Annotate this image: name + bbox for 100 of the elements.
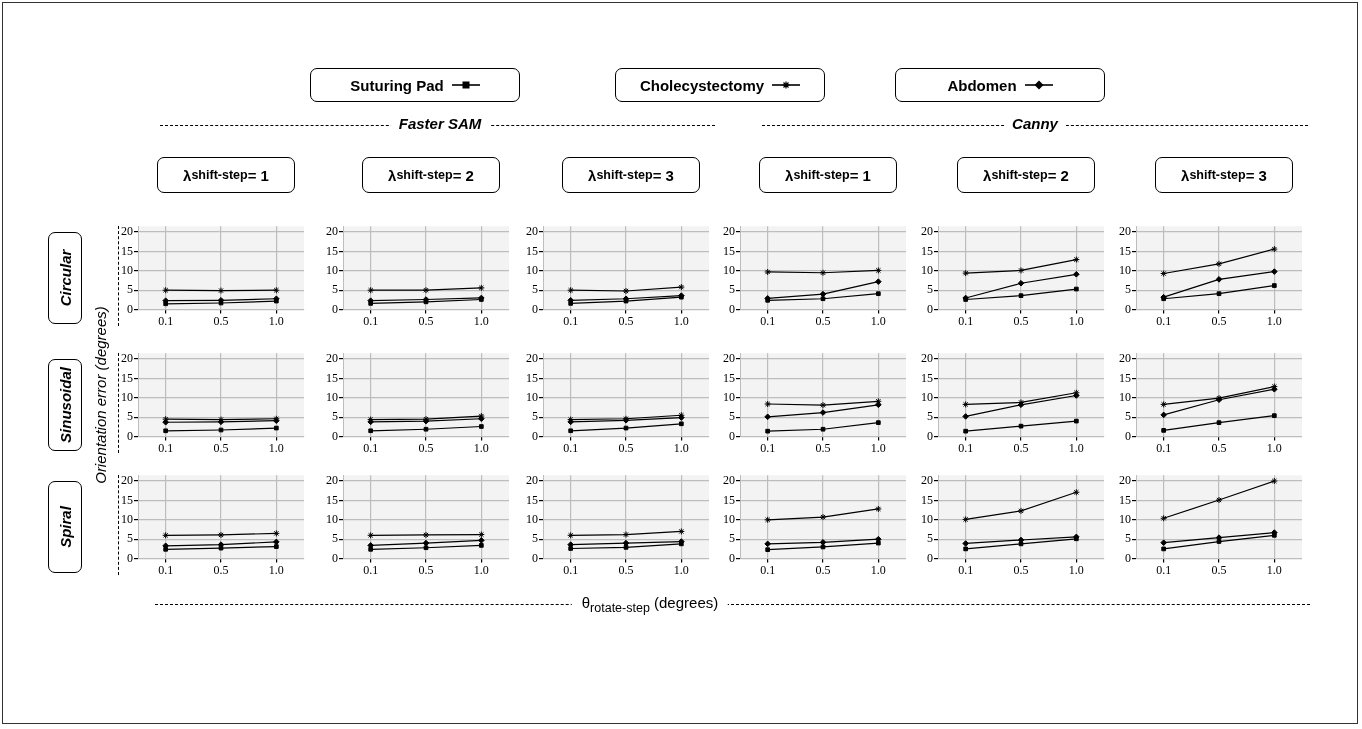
y-tick-label: 10 — [723, 262, 735, 277]
y-tick-label: 15 — [1119, 492, 1131, 507]
y-tick-label: 15 — [723, 370, 735, 385]
y-tick-label: 10 — [526, 511, 538, 526]
y-tick-label: 10 — [921, 389, 933, 404]
x-tick-label: 0.5 — [1013, 562, 1029, 577]
y-tick-label: 15 — [121, 492, 133, 507]
y-tick-label: 0 — [127, 550, 133, 565]
y-tick-label: 0 — [1125, 550, 1131, 565]
y-tick-label: 10 — [326, 389, 338, 404]
y-tick-label: 20 — [121, 473, 133, 488]
y-tick-label: 20 — [526, 224, 538, 239]
x-tick-label: 1.0 — [1068, 313, 1084, 328]
y-tick-label: 20 — [526, 351, 538, 366]
y-tick-label: 15 — [921, 370, 933, 385]
y-tick-label: 0 — [729, 428, 735, 443]
y-axis-title: Orientation error (degrees) — [91, 302, 109, 488]
x-tick-label: 0.1 — [563, 313, 579, 328]
x-tick-label: 0.1 — [563, 562, 579, 577]
x-tick-label: 1.0 — [268, 562, 284, 577]
y-tick-label: 10 — [326, 511, 338, 526]
y-tick-label: 20 — [121, 224, 133, 239]
y-tick-label: 10 — [1119, 511, 1131, 526]
y-tick-label: 5 — [927, 282, 933, 297]
y-tick-label: 15 — [121, 243, 133, 258]
x-tick-label: 0.5 — [418, 562, 434, 577]
y-tick-label: 5 — [927, 531, 933, 546]
x-tick-label: 0.1 — [958, 440, 974, 455]
y-tick-label: 20 — [121, 351, 133, 366]
y-tick-label: 15 — [121, 370, 133, 385]
y-tick-label: 15 — [723, 243, 735, 258]
y-tick-label: 15 — [921, 492, 933, 507]
x-tick-label: 1.0 — [870, 440, 886, 455]
x-tick-label: 1.0 — [1266, 440, 1282, 455]
y-tick-label: 5 — [1125, 409, 1131, 424]
chart-subtitle: Canny — [1004, 115, 1066, 132]
x-tick-label: 1.0 — [1266, 313, 1282, 328]
x-tick-label: 1.0 — [870, 313, 886, 328]
y-tick-label: 0 — [927, 301, 933, 316]
y-tick-label: 15 — [723, 492, 735, 507]
y-tick-label: 15 — [326, 492, 338, 507]
x-tick-label: 1.0 — [673, 562, 689, 577]
text: Sinusoidal — [56, 367, 74, 443]
x-tick-label: 0.1 — [760, 562, 776, 577]
y-tick-label: 20 — [326, 473, 338, 488]
y-tick-label: 5 — [729, 282, 735, 297]
y-tick-label: 0 — [127, 301, 133, 316]
y-tick-label: 10 — [1119, 262, 1131, 277]
y-tick-label: 15 — [1119, 370, 1131, 385]
x-tick-label: 0.5 — [815, 562, 831, 577]
x-tick-label: 0.5 — [1211, 562, 1227, 577]
y-tick-label: 5 — [127, 409, 133, 424]
x-axis-title: θ$_{rotate-step}$ (degrees) — [571, 594, 729, 615]
y-tick-label: 5 — [729, 409, 735, 424]
y-tick-label: 5 — [1125, 282, 1131, 297]
y-tick-label: 15 — [326, 370, 338, 385]
x-tick-label: 0.5 — [618, 562, 634, 577]
y-tick-label: 0 — [532, 428, 538, 443]
x-tick-label: 0.5 — [213, 562, 229, 577]
x-tick-label: 0.5 — [418, 313, 434, 328]
y-tick-label: 10 — [921, 511, 933, 526]
x-tick-label: 0.1 — [158, 313, 174, 328]
x-tick-label: 0.5 — [815, 313, 831, 328]
y-tick-label: 20 — [1119, 473, 1131, 488]
x-tick-label: 1.0 — [473, 313, 489, 328]
y-tick-label: 5 — [332, 409, 338, 424]
y-tick-label: 20 — [921, 224, 933, 239]
y-tick-label: 0 — [729, 301, 735, 316]
legend-label: Abdomen — [947, 76, 1017, 94]
y-tick-label: 20 — [1119, 224, 1131, 239]
y-tick-label: 10 — [526, 262, 538, 277]
x-tick-label: 1.0 — [1266, 562, 1282, 577]
y-tick-label: 20 — [921, 473, 933, 488]
y-tick-label: 15 — [1119, 243, 1131, 258]
x-tick-label: 1.0 — [870, 562, 886, 577]
y-tick-label: 5 — [532, 282, 538, 297]
x-tick-label: 0.1 — [1156, 440, 1172, 455]
y-tick-label: 0 — [332, 550, 338, 565]
y-tick-label: 15 — [526, 492, 538, 507]
y-tick-label: 0 — [927, 428, 933, 443]
x-tick-label: 0.5 — [1013, 313, 1029, 328]
y-tick-label: 5 — [332, 531, 338, 546]
y-tick-label: 0 — [1125, 301, 1131, 316]
x-tick-label: 1.0 — [268, 440, 284, 455]
y-tick-label: 0 — [729, 550, 735, 565]
x-tick-label: 0.1 — [363, 440, 379, 455]
y-tick-label: 5 — [1125, 531, 1131, 546]
x-tick-label: 1.0 — [673, 313, 689, 328]
y-tick-label: 0 — [332, 428, 338, 443]
y-tick-label: 20 — [723, 351, 735, 366]
y-tick-label: 10 — [121, 389, 133, 404]
y-tick-label: 15 — [921, 243, 933, 258]
y-tick-label: 15 — [326, 243, 338, 258]
y-tick-label: 20 — [326, 351, 338, 366]
y-tick-label: 0 — [532, 301, 538, 316]
y-tick-label: 0 — [332, 301, 338, 316]
x-tick-label: 1.0 — [268, 313, 284, 328]
y-tick-label: 20 — [723, 473, 735, 488]
x-tick-label: 1.0 — [473, 440, 489, 455]
x-tick-label: 0.1 — [158, 562, 174, 577]
